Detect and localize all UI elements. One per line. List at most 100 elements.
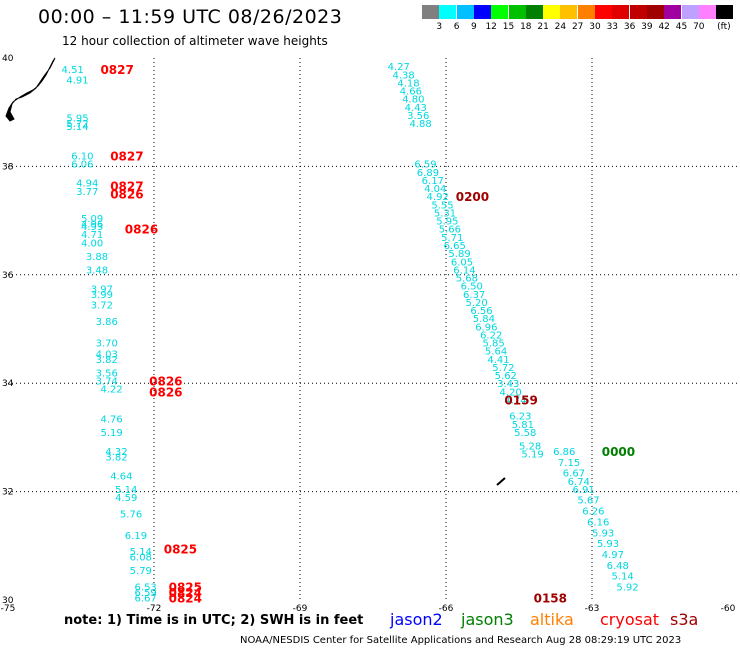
swh-value: 5.20 bbox=[465, 298, 487, 309]
swh-value: 5.14 bbox=[130, 547, 152, 558]
map-subtitle: 12 hour collection of altimeter wave hei… bbox=[62, 34, 328, 48]
swh-value: 3.86 bbox=[96, 317, 118, 328]
swh-value: 4.97 bbox=[602, 550, 624, 561]
swh-value: 4.91 bbox=[66, 76, 88, 87]
swh-value: 5.76 bbox=[120, 509, 142, 520]
legend-swatch bbox=[525, 5, 543, 19]
swh-value: 3.82 bbox=[105, 452, 127, 463]
lat-tick-label: 34 bbox=[2, 379, 14, 389]
legend-swatch bbox=[646, 5, 664, 19]
satellite-label: jason3 bbox=[461, 610, 514, 629]
legend-label: 15 bbox=[502, 22, 515, 32]
lon-tick-label: -60 bbox=[721, 604, 736, 614]
swh-value: 5.68 bbox=[456, 274, 478, 285]
swh-value: 3.48 bbox=[86, 265, 108, 276]
pass-times: 0827082708270826082608260826082508250824… bbox=[100, 63, 635, 605]
pass-time-label: 0827 bbox=[100, 63, 133, 77]
swh-value: 6.50 bbox=[461, 282, 483, 293]
swh-value: 5.95 bbox=[66, 114, 88, 125]
legend-label: 6 bbox=[453, 22, 460, 32]
swh-value: 5.58 bbox=[514, 428, 536, 439]
legend-label: 36 bbox=[623, 22, 636, 32]
swh-value: 3.88 bbox=[86, 252, 108, 263]
pass-time-label: 0824 bbox=[169, 591, 202, 605]
swh-value: 4.32 bbox=[105, 447, 127, 458]
legend-swatch bbox=[439, 5, 457, 19]
legend-label: 27 bbox=[571, 22, 584, 32]
legend-swatch bbox=[595, 5, 612, 19]
swh-value: 6.89 bbox=[417, 168, 439, 179]
pass-time-label: 0158 bbox=[534, 591, 567, 605]
legend-label: 12 bbox=[485, 22, 497, 32]
legend-swatch bbox=[560, 5, 578, 19]
lon-tick-label: -69 bbox=[293, 604, 308, 614]
swh-value: 5.92 bbox=[616, 582, 638, 593]
pass-time-label: 0826 bbox=[125, 223, 158, 237]
swh-value: 4.94 bbox=[76, 179, 98, 190]
swh-value: 5.14 bbox=[66, 122, 88, 133]
swh-value: 6.37 bbox=[463, 290, 485, 301]
swh-value: 4.20 bbox=[500, 387, 522, 398]
pass-time-label: 0825 bbox=[169, 580, 202, 594]
legend-label: 3 bbox=[436, 22, 443, 32]
pass-time-label: 0827 bbox=[110, 150, 143, 164]
lat-tick-label: 36 bbox=[2, 271, 14, 281]
legend-label: 30 bbox=[589, 22, 601, 32]
swh-value: 4.93 bbox=[81, 222, 103, 233]
legend-swatch bbox=[681, 5, 699, 19]
axis-labels: 40 38 36 34 32 30-75 -72 -69 -66 -63 -60 bbox=[1, 54, 736, 614]
pass-time-label: 0000 bbox=[602, 445, 635, 459]
lat-tick-label: 40 bbox=[2, 54, 14, 64]
pass-time-label: 0827 bbox=[110, 179, 143, 193]
legend-swatch bbox=[698, 5, 716, 19]
swh-value: 5.95 bbox=[436, 217, 458, 228]
legend-swatch bbox=[473, 5, 491, 19]
legend-unit: (ft) bbox=[717, 22, 731, 32]
swh-value: 3.70 bbox=[96, 339, 118, 350]
swh-value: 4.88 bbox=[410, 119, 432, 130]
swh-value: 4.66 bbox=[400, 87, 422, 98]
swh-value: 5.09 bbox=[81, 214, 103, 225]
swh-value: 6.16 bbox=[587, 517, 609, 528]
legend-label: 18 bbox=[520, 22, 532, 32]
coastline bbox=[5, 57, 56, 122]
swh-value: 5.84 bbox=[473, 314, 495, 325]
satellite-label: cryosat bbox=[600, 610, 660, 629]
swh-value: 3.43 bbox=[497, 379, 519, 390]
swh-value: 3.99 bbox=[91, 290, 113, 301]
swh-values: 4.514.915.955.725.146.106.064.943.775.09… bbox=[62, 62, 639, 604]
swh-value: 5.14 bbox=[611, 572, 633, 583]
satellite-label: altika bbox=[530, 610, 574, 629]
lat-tick-label: 30 bbox=[2, 596, 14, 606]
swh-value: 5.55 bbox=[431, 200, 453, 211]
pass-time-label: 0159 bbox=[504, 393, 537, 407]
swh-value: 6.91 bbox=[573, 485, 595, 496]
swh-value: 5.72 bbox=[492, 363, 514, 374]
pass-time-label: 0824 bbox=[169, 586, 202, 600]
legend-label: 45 bbox=[675, 22, 688, 32]
satellite-label: s3a bbox=[670, 610, 699, 629]
swh-value: 6.19 bbox=[125, 531, 147, 542]
legend-label: 33 bbox=[606, 22, 619, 32]
swh-value: 5.79 bbox=[130, 566, 152, 577]
legend-swatch bbox=[612, 5, 630, 19]
swh-value: 4.96 bbox=[81, 219, 103, 230]
legend-swatch bbox=[543, 5, 561, 19]
swh-value: 4.03 bbox=[96, 349, 118, 360]
swh-value: 3.56 bbox=[96, 368, 118, 379]
swh-value: 4.64 bbox=[110, 471, 132, 482]
swh-value: 4.51 bbox=[62, 65, 84, 76]
swh-value: 5.93 bbox=[597, 539, 619, 550]
swh-value: 4.74 bbox=[504, 395, 526, 406]
swh-value: 5.67 bbox=[577, 496, 599, 507]
legend-label: 21 bbox=[537, 22, 549, 32]
swh-value: 5.81 bbox=[512, 420, 534, 431]
legend-swatch bbox=[456, 5, 474, 19]
swh-value: 6.59 bbox=[414, 160, 436, 171]
swh-value: 6.86 bbox=[553, 447, 575, 458]
lon-tick-label: -63 bbox=[585, 604, 600, 614]
lat-tick-label: 38 bbox=[2, 162, 14, 172]
swh-value: 4.22 bbox=[100, 385, 122, 396]
pass-time-label: 0826 bbox=[149, 385, 182, 399]
